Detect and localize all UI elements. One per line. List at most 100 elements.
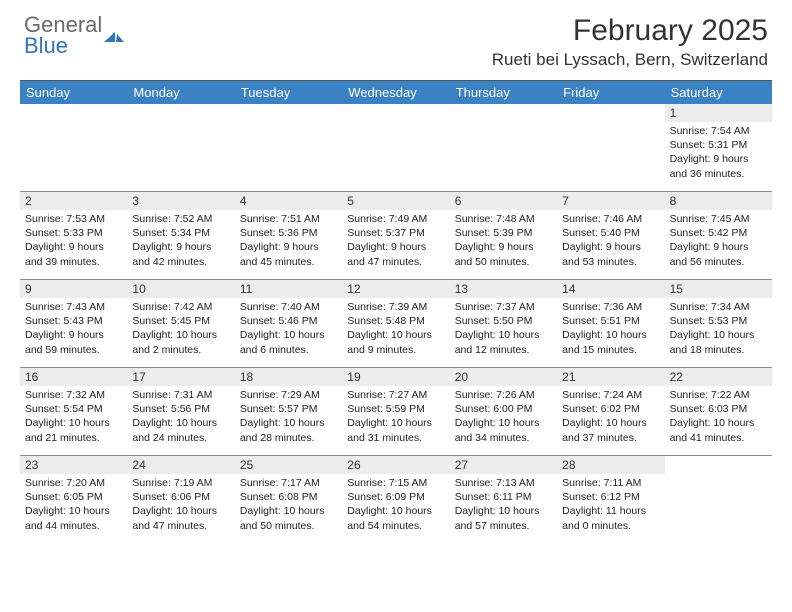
day-detail-line: and 37 minutes. xyxy=(562,431,659,445)
calendar-grid: SundayMondayTuesdayWednesdayThursdayFrid… xyxy=(20,80,772,544)
day-detail-line: Sunrise: 7:27 AM xyxy=(347,388,444,402)
day-number: 13 xyxy=(450,280,557,298)
day-cell: 28Sunrise: 7:11 AMSunset: 6:12 PMDayligh… xyxy=(557,456,664,544)
day-detail-line: Sunset: 6:05 PM xyxy=(25,490,122,504)
day-detail-line: Daylight: 10 hours xyxy=(240,328,337,342)
day-details: Sunrise: 7:17 AMSunset: 6:08 PMDaylight:… xyxy=(235,474,342,537)
day-detail-line: Sunrise: 7:51 AM xyxy=(240,212,337,226)
day-cell: 21Sunrise: 7:24 AMSunset: 6:02 PMDayligh… xyxy=(557,368,664,455)
day-number: 23 xyxy=(20,456,127,474)
day-details: Sunrise: 7:48 AMSunset: 5:39 PMDaylight:… xyxy=(450,210,557,273)
day-detail-line: Sunset: 6:02 PM xyxy=(562,402,659,416)
day-detail-line: and 47 minutes. xyxy=(132,519,229,533)
day-detail-line: Daylight: 10 hours xyxy=(25,416,122,430)
day-cell xyxy=(450,104,557,191)
day-detail-line: Daylight: 9 hours xyxy=(670,240,767,254)
day-number: 7 xyxy=(557,192,664,210)
day-cell xyxy=(235,104,342,191)
day-cell: 5Sunrise: 7:49 AMSunset: 5:37 PMDaylight… xyxy=(342,192,449,279)
day-detail-line: Daylight: 10 hours xyxy=(455,328,552,342)
day-detail-line: and 54 minutes. xyxy=(347,519,444,533)
day-cell: 23Sunrise: 7:20 AMSunset: 6:05 PMDayligh… xyxy=(20,456,127,544)
day-number: 27 xyxy=(450,456,557,474)
day-detail-line: Sunrise: 7:13 AM xyxy=(455,476,552,490)
day-details: Sunrise: 7:26 AMSunset: 6:00 PMDaylight:… xyxy=(450,386,557,449)
day-detail-line: Sunrise: 7:29 AM xyxy=(240,388,337,402)
day-detail-line: Sunset: 5:42 PM xyxy=(670,226,767,240)
day-detail-line: Sunrise: 7:45 AM xyxy=(670,212,767,226)
day-detail-line: and 44 minutes. xyxy=(25,519,122,533)
day-detail-line: Daylight: 9 hours xyxy=(562,240,659,254)
day-detail-line: Daylight: 10 hours xyxy=(240,504,337,518)
day-details: Sunrise: 7:36 AMSunset: 5:51 PMDaylight:… xyxy=(557,298,664,361)
day-detail-line: and 50 minutes. xyxy=(240,519,337,533)
day-detail-line: Sunrise: 7:26 AM xyxy=(455,388,552,402)
day-cell xyxy=(665,456,772,544)
day-detail-line: Daylight: 10 hours xyxy=(347,328,444,342)
day-details: Sunrise: 7:19 AMSunset: 6:06 PMDaylight:… xyxy=(127,474,234,537)
day-detail-line: Sunset: 5:34 PM xyxy=(132,226,229,240)
weekday-label: Wednesday xyxy=(342,81,449,104)
day-number: 1 xyxy=(665,104,772,122)
day-details: Sunrise: 7:54 AMSunset: 5:31 PMDaylight:… xyxy=(665,122,772,185)
day-cell: 16Sunrise: 7:32 AMSunset: 5:54 PMDayligh… xyxy=(20,368,127,455)
weekday-label: Friday xyxy=(557,81,664,104)
day-number: 3 xyxy=(127,192,234,210)
day-number: 4 xyxy=(235,192,342,210)
day-detail-line: Daylight: 10 hours xyxy=(347,504,444,518)
day-detail-line: Daylight: 11 hours xyxy=(562,504,659,518)
day-detail-line: and 42 minutes. xyxy=(132,255,229,269)
day-detail-line: Sunset: 5:37 PM xyxy=(347,226,444,240)
day-detail-line: and 24 minutes. xyxy=(132,431,229,445)
day-cell: 2Sunrise: 7:53 AMSunset: 5:33 PMDaylight… xyxy=(20,192,127,279)
day-number: 18 xyxy=(235,368,342,386)
day-details: Sunrise: 7:11 AMSunset: 6:12 PMDaylight:… xyxy=(557,474,664,537)
day-cell: 17Sunrise: 7:31 AMSunset: 5:56 PMDayligh… xyxy=(127,368,234,455)
day-detail-line: Sunrise: 7:22 AM xyxy=(670,388,767,402)
day-details: Sunrise: 7:51 AMSunset: 5:36 PMDaylight:… xyxy=(235,210,342,273)
day-detail-line: Daylight: 10 hours xyxy=(240,416,337,430)
day-number: 26 xyxy=(342,456,449,474)
day-detail-line: Sunrise: 7:42 AM xyxy=(132,300,229,314)
week-row: 23Sunrise: 7:20 AMSunset: 6:05 PMDayligh… xyxy=(20,456,772,544)
weekday-label: Monday xyxy=(127,81,234,104)
day-details: Sunrise: 7:24 AMSunset: 6:02 PMDaylight:… xyxy=(557,386,664,449)
day-number: 5 xyxy=(342,192,449,210)
day-number: 21 xyxy=(557,368,664,386)
day-detail-line: Sunrise: 7:54 AM xyxy=(670,124,767,138)
day-detail-line: Sunset: 6:11 PM xyxy=(455,490,552,504)
day-detail-line: and 45 minutes. xyxy=(240,255,337,269)
day-detail-line: and 47 minutes. xyxy=(347,255,444,269)
day-cell: 3Sunrise: 7:52 AMSunset: 5:34 PMDaylight… xyxy=(127,192,234,279)
location-text: Rueti bei Lyssach, Bern, Switzerland xyxy=(492,50,768,70)
day-details: Sunrise: 7:22 AMSunset: 6:03 PMDaylight:… xyxy=(665,386,772,449)
day-cell: 25Sunrise: 7:17 AMSunset: 6:08 PMDayligh… xyxy=(235,456,342,544)
day-detail-line: Sunrise: 7:24 AM xyxy=(562,388,659,402)
day-details: Sunrise: 7:49 AMSunset: 5:37 PMDaylight:… xyxy=(342,210,449,273)
day-detail-line: Sunrise: 7:19 AM xyxy=(132,476,229,490)
day-detail-line: Sunset: 5:50 PM xyxy=(455,314,552,328)
weekday-label: Tuesday xyxy=(235,81,342,104)
day-detail-line: Sunset: 5:46 PM xyxy=(240,314,337,328)
logo-text-block: General Blue xyxy=(24,14,102,57)
day-detail-line: and 12 minutes. xyxy=(455,343,552,357)
day-detail-line: Daylight: 10 hours xyxy=(562,328,659,342)
day-detail-line: and 18 minutes. xyxy=(670,343,767,357)
day-detail-line: Daylight: 10 hours xyxy=(455,416,552,430)
day-detail-line: and 59 minutes. xyxy=(25,343,122,357)
day-detail-line: and 6 minutes. xyxy=(240,343,337,357)
day-detail-line: and 34 minutes. xyxy=(455,431,552,445)
day-cell: 20Sunrise: 7:26 AMSunset: 6:00 PMDayligh… xyxy=(450,368,557,455)
day-details: Sunrise: 7:45 AMSunset: 5:42 PMDaylight:… xyxy=(665,210,772,273)
day-cell: 4Sunrise: 7:51 AMSunset: 5:36 PMDaylight… xyxy=(235,192,342,279)
day-detail-line: Sunset: 6:08 PM xyxy=(240,490,337,504)
day-detail-line: Sunset: 5:45 PM xyxy=(132,314,229,328)
day-cell: 18Sunrise: 7:29 AMSunset: 5:57 PMDayligh… xyxy=(235,368,342,455)
day-detail-line: Sunset: 5:36 PM xyxy=(240,226,337,240)
day-cell xyxy=(342,104,449,191)
weeks-container: 1Sunrise: 7:54 AMSunset: 5:31 PMDaylight… xyxy=(20,104,772,544)
day-detail-line: Sunrise: 7:37 AM xyxy=(455,300,552,314)
day-number: 6 xyxy=(450,192,557,210)
weekday-label: Sunday xyxy=(20,81,127,104)
day-cell: 1Sunrise: 7:54 AMSunset: 5:31 PMDaylight… xyxy=(665,104,772,191)
